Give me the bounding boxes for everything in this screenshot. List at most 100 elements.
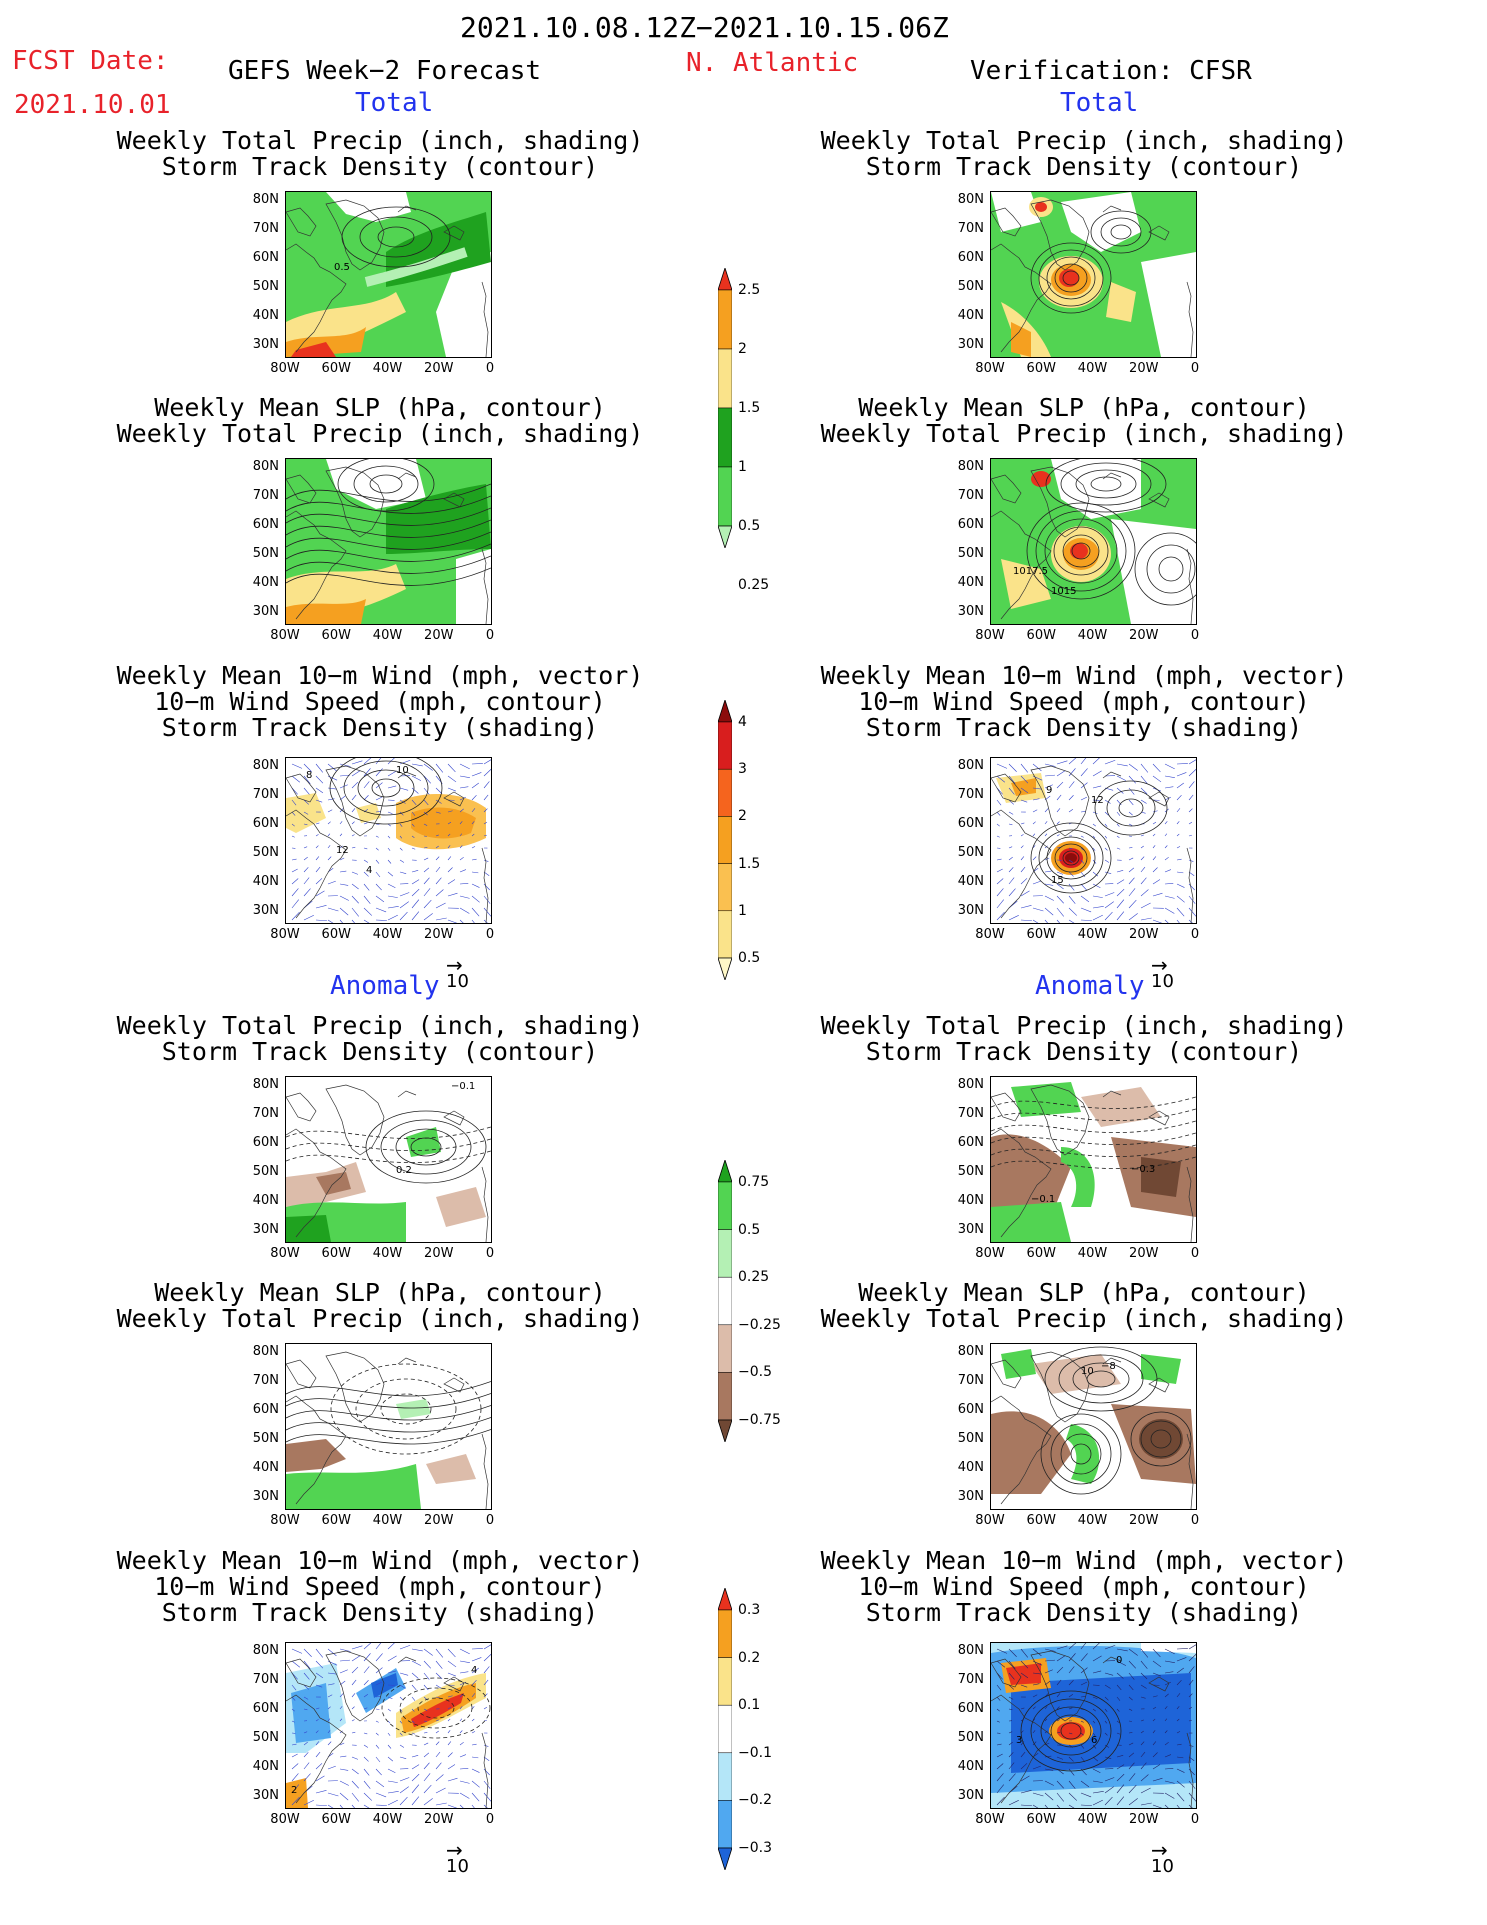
lat-label: 60N (957, 517, 984, 532)
title-r2-b: Weekly Total Precip (inch, shading) (820, 419, 1348, 448)
lon-label: 80W (270, 1246, 300, 1261)
lat-label: 60N (957, 1135, 984, 1150)
lon-label: 0 (1190, 1513, 1200, 1528)
map-graphic (991, 192, 1196, 357)
lat-label: 80N (252, 1344, 279, 1359)
lat-label: 40N (957, 874, 984, 889)
lat-label: 30N (957, 1788, 984, 1803)
contour-label: 12 (336, 845, 349, 856)
lat-label: 30N (957, 1222, 984, 1237)
lon-label: 80W (270, 1812, 300, 1827)
lon-label: 0 (1190, 1246, 1200, 1261)
section-total-right: Total (1060, 88, 1139, 118)
title-r5-b: Weekly Total Precip (inch, shading) (820, 1304, 1348, 1333)
lon-label: 20W (1129, 1812, 1159, 1827)
lon-label: 20W (424, 628, 454, 643)
forecast-title: GEFS Week−2 Forecast (228, 56, 542, 86)
title-r3-c: Storm Track Density (shading) (865, 713, 1303, 742)
map-graphic: 0 3 6 (991, 1643, 1196, 1808)
colorbar-label: 0.5 (738, 950, 761, 966)
lon-label: 20W (424, 1246, 454, 1261)
lon-label: 80W (975, 628, 1005, 643)
lon-label: 20W (1129, 927, 1159, 942)
lat-label: 60N (957, 1402, 984, 1417)
contour-label: 4 (471, 1665, 477, 1676)
lat-label: 60N (957, 250, 984, 265)
lat-label: 40N (252, 874, 279, 889)
lat-label: 60N (252, 250, 279, 265)
lon-label: 20W (424, 361, 454, 376)
map-graphic: 0.5 (286, 192, 491, 357)
lat-label: 70N (252, 488, 279, 503)
lat-label: 80N (957, 1643, 984, 1658)
colorbar-label: 1 (738, 902, 747, 919)
map-r2: 1017.5 1015 (990, 458, 1197, 625)
colorbar-label: −0.1 (738, 1744, 772, 1761)
lat-label: 60N (252, 1701, 279, 1716)
colorbar-label: 2 (738, 808, 747, 825)
lat-label: 30N (957, 604, 984, 619)
lat-label: 70N (252, 1106, 279, 1121)
lon-label: 0 (485, 361, 495, 376)
title-l5-b: Weekly Total Precip (inch, shading) (116, 1304, 644, 1333)
lat-label: 50N (252, 1164, 279, 1179)
lat-label: 40N (252, 308, 279, 323)
lon-label: 20W (1129, 1246, 1159, 1261)
lat-label: 40N (252, 575, 279, 590)
map-l5 (285, 1343, 492, 1510)
lon-label: 80W (975, 361, 1005, 376)
colorbar-label: 0.1 (738, 1697, 761, 1714)
lat-label: 60N (252, 1135, 279, 1150)
map-r6: 0 3 6 (990, 1642, 1197, 1809)
lat-label: 80N (252, 192, 279, 207)
lat-label: 50N (252, 1730, 279, 1745)
colorbar-track-total (718, 700, 732, 980)
lon-label: 60W (1026, 628, 1056, 643)
contour-label: 15 (1051, 875, 1064, 886)
lon-label: 40W (1077, 1246, 1108, 1261)
lat-label: 80N (957, 1077, 984, 1092)
title-r6-c: Storm Track Density (shading) (865, 1598, 1303, 1627)
lat-label: 30N (957, 1489, 984, 1504)
lat-label: 40N (957, 308, 984, 323)
lat-label: 50N (252, 546, 279, 561)
lon-label: 0 (1190, 628, 1200, 643)
lat-label: 60N (252, 816, 279, 831)
lon-label: 80W (270, 361, 300, 376)
lon-label: 40W (372, 361, 403, 376)
title-r1-b: Storm Track Density (contour) (865, 152, 1303, 181)
map-graphic: 8 10 12 4 (286, 758, 491, 923)
lon-label: 20W (424, 1812, 454, 1827)
lat-label: 50N (957, 279, 984, 294)
map-graphic: 42 (286, 1643, 491, 1808)
fcst-date-label: FCST Date: (12, 46, 169, 76)
colorbar-label: 0.5 (738, 518, 761, 534)
lat-label: 30N (252, 903, 279, 918)
lon-label: 20W (424, 927, 454, 942)
contour-label: 1017.5 (1013, 566, 1048, 577)
contour-label: 6 (1091, 1735, 1097, 1746)
lat-label: 70N (957, 1672, 984, 1687)
title-l3-b: 10−m Wind Speed (mph, contour) (154, 687, 606, 716)
lon-label: 20W (1129, 628, 1159, 643)
lon-label: 0 (1190, 361, 1200, 376)
lon-label: 60W (321, 1246, 351, 1261)
contour-label: 4 (366, 865, 372, 876)
section-anomaly-left: Anomaly (330, 971, 440, 1001)
lon-label: 40W (372, 1812, 403, 1827)
colorbar-track-anom (718, 1588, 732, 1870)
lon-label: 40W (372, 927, 403, 942)
contour-label: 10 (396, 765, 409, 776)
lat-label: 30N (252, 1222, 279, 1237)
colorbar-label: 0.5 (738, 1221, 761, 1238)
lat-label: 80N (957, 192, 984, 207)
lat-label: 30N (252, 337, 279, 352)
map-l4: −0.1 0.2 (285, 1076, 492, 1243)
title-l3-a: Weekly Mean 10−m Wind (mph, vector) (116, 661, 644, 690)
lon-label: 60W (321, 628, 351, 643)
lon-label: 60W (321, 1812, 351, 1827)
lat-label: 70N (252, 1373, 279, 1388)
lat-label: 50N (252, 279, 279, 294)
colorbar-label: 0.75 (738, 1174, 770, 1190)
colorbar-label: −0.2 (738, 1792, 772, 1809)
